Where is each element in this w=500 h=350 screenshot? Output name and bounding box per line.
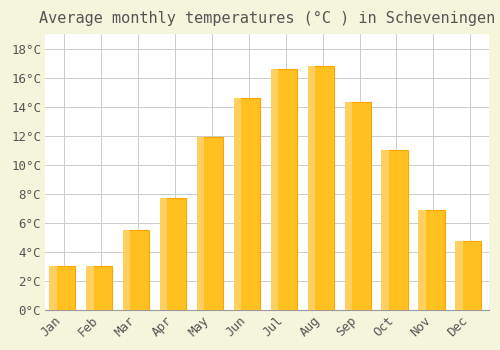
Bar [382,150,390,310]
Bar [200,137,222,310]
Bar [456,241,463,310]
Bar [196,137,204,310]
Bar [90,266,112,310]
Bar [308,66,316,310]
Bar [234,98,241,310]
Bar [274,69,296,310]
Bar [386,150,407,310]
Bar [270,69,278,310]
Bar [348,102,370,310]
Bar [122,230,130,310]
Bar [164,198,186,310]
Bar [422,210,444,310]
Bar [160,198,168,310]
Bar [460,241,481,310]
Bar [86,266,94,310]
Bar [49,266,56,310]
Title: Average monthly temperatures (°C ) in Scheveningen: Average monthly temperatures (°C ) in Sc… [39,11,495,26]
Bar [344,102,352,310]
Bar [238,98,260,310]
Bar [312,66,334,310]
Bar [126,230,149,310]
Bar [418,210,426,310]
Bar [52,266,75,310]
